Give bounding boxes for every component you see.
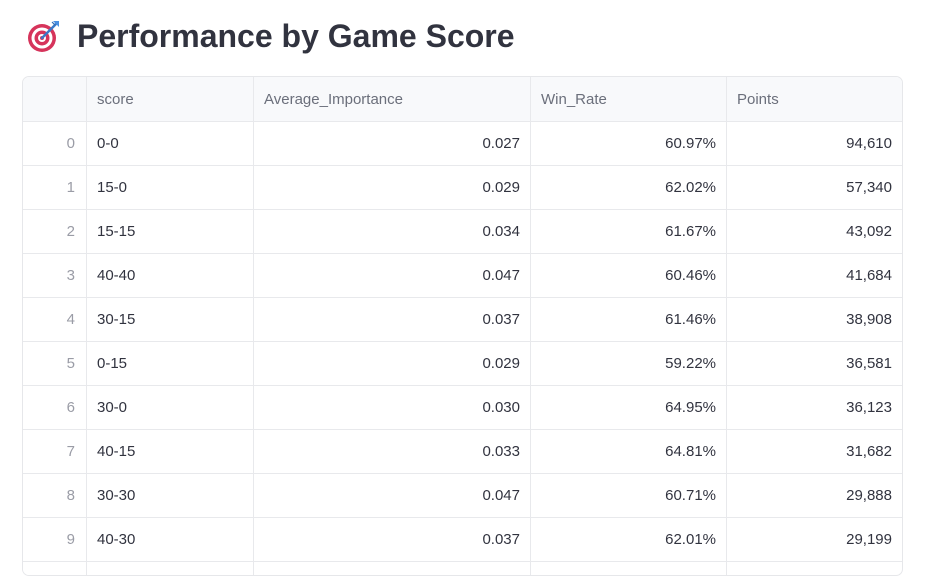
cell-points[interactable]: 31,682 [727, 430, 902, 474]
cell-win-rate[interactable]: 60.46% [531, 254, 727, 298]
cell-average-importance[interactable]: 0.027 [254, 122, 531, 166]
row-index-cell: 7 [23, 430, 87, 474]
row-index-cell: 4 [23, 298, 87, 342]
cell-average-importance[interactable]: 0.047 [254, 254, 531, 298]
row-index-cell: 5 [23, 342, 87, 386]
cell-win-rate[interactable]: 64.95% [531, 386, 727, 430]
cell-average-importance[interactable]: 0.029 [254, 342, 531, 386]
column-header-average-importance[interactable]: Average_Importance [254, 77, 531, 122]
table-row[interactable]: 2 15-15 0.034 61.67% 43,092 [23, 210, 902, 254]
column-header-score[interactable]: score [87, 77, 254, 122]
row-index-cell: 1 [23, 166, 87, 210]
cell-win-rate[interactable]: 60.97% [531, 122, 727, 166]
empty-cell [254, 562, 531, 575]
cell-points[interactable]: 57,340 [727, 166, 902, 210]
cell-points[interactable]: 29,888 [727, 474, 902, 518]
cell-win-rate[interactable]: 64.81% [531, 430, 727, 474]
column-header-win-rate[interactable]: Win_Rate [531, 77, 727, 122]
table-row[interactable]: 5 0-15 0.029 59.22% 36,581 [23, 342, 902, 386]
cell-score[interactable]: 40-15 [87, 430, 254, 474]
page-title: Performance by Game Score [77, 17, 515, 54]
table-row[interactable]: 7 40-15 0.033 64.81% 31,682 [23, 430, 902, 474]
cell-average-importance[interactable]: 0.047 [254, 474, 531, 518]
empty-cell [531, 562, 727, 575]
table-header-row: score Average_Importance Win_Rate Points [23, 77, 902, 122]
cell-average-importance[interactable]: 0.034 [254, 210, 531, 254]
cell-win-rate[interactable]: 59.22% [531, 342, 727, 386]
table-row[interactable]: 9 40-30 0.037 62.01% 29,199 [23, 518, 902, 562]
table-row-partial [23, 562, 902, 575]
cell-points[interactable]: 36,581 [727, 342, 902, 386]
row-index-cell: 8 [23, 474, 87, 518]
table-row[interactable]: 0 0-0 0.027 60.97% 94,610 [23, 122, 902, 166]
cell-score[interactable]: 0-0 [87, 122, 254, 166]
empty-cell [727, 562, 902, 575]
cell-points[interactable]: 43,092 [727, 210, 902, 254]
cell-points[interactable]: 41,684 [727, 254, 902, 298]
cell-average-importance[interactable]: 0.033 [254, 430, 531, 474]
page-heading: Performance by Game Score [26, 14, 515, 58]
cell-average-importance[interactable]: 0.029 [254, 166, 531, 210]
cell-points[interactable]: 38,908 [727, 298, 902, 342]
cell-average-importance[interactable]: 0.037 [254, 298, 531, 342]
empty-cell [23, 562, 87, 575]
data-table[interactable]: score Average_Importance Win_Rate Points 0 0-… [22, 76, 903, 576]
cell-score[interactable]: 30-30 [87, 474, 254, 518]
target-dart-icon [26, 18, 62, 54]
row-index-cell: 9 [23, 518, 87, 562]
cell-average-importance[interactable]: 0.037 [254, 518, 531, 562]
row-index-cell: 3 [23, 254, 87, 298]
cell-average-importance[interactable]: 0.030 [254, 386, 531, 430]
header-index-cell [23, 77, 87, 122]
cell-score[interactable]: 15-0 [87, 166, 254, 210]
table-row[interactable]: 1 15-0 0.029 62.02% 57,340 [23, 166, 902, 210]
row-index-cell: 2 [23, 210, 87, 254]
row-index-cell: 6 [23, 386, 87, 430]
cell-score[interactable]: 30-15 [87, 298, 254, 342]
table-row[interactable]: 6 30-0 0.030 64.95% 36,123 [23, 386, 902, 430]
row-index-cell: 0 [23, 122, 87, 166]
cell-points[interactable]: 94,610 [727, 122, 902, 166]
column-header-points[interactable]: Points [727, 77, 902, 122]
cell-score[interactable]: 0-15 [87, 342, 254, 386]
cell-score[interactable]: 15-15 [87, 210, 254, 254]
cell-score[interactable]: 30-0 [87, 386, 254, 430]
cell-points[interactable]: 36,123 [727, 386, 902, 430]
table-row[interactable]: 8 30-30 0.047 60.71% 29,888 [23, 474, 902, 518]
cell-win-rate[interactable]: 61.46% [531, 298, 727, 342]
table-row[interactable]: 3 40-40 0.047 60.46% 41,684 [23, 254, 902, 298]
cell-points[interactable]: 29,199 [727, 518, 902, 562]
cell-score[interactable]: 40-30 [87, 518, 254, 562]
cell-win-rate[interactable]: 62.02% [531, 166, 727, 210]
empty-cell [87, 562, 254, 575]
cell-win-rate[interactable]: 62.01% [531, 518, 727, 562]
cell-score[interactable]: 40-40 [87, 254, 254, 298]
table-row[interactable]: 4 30-15 0.037 61.46% 38,908 [23, 298, 902, 342]
cell-win-rate[interactable]: 61.67% [531, 210, 727, 254]
cell-win-rate[interactable]: 60.71% [531, 474, 727, 518]
